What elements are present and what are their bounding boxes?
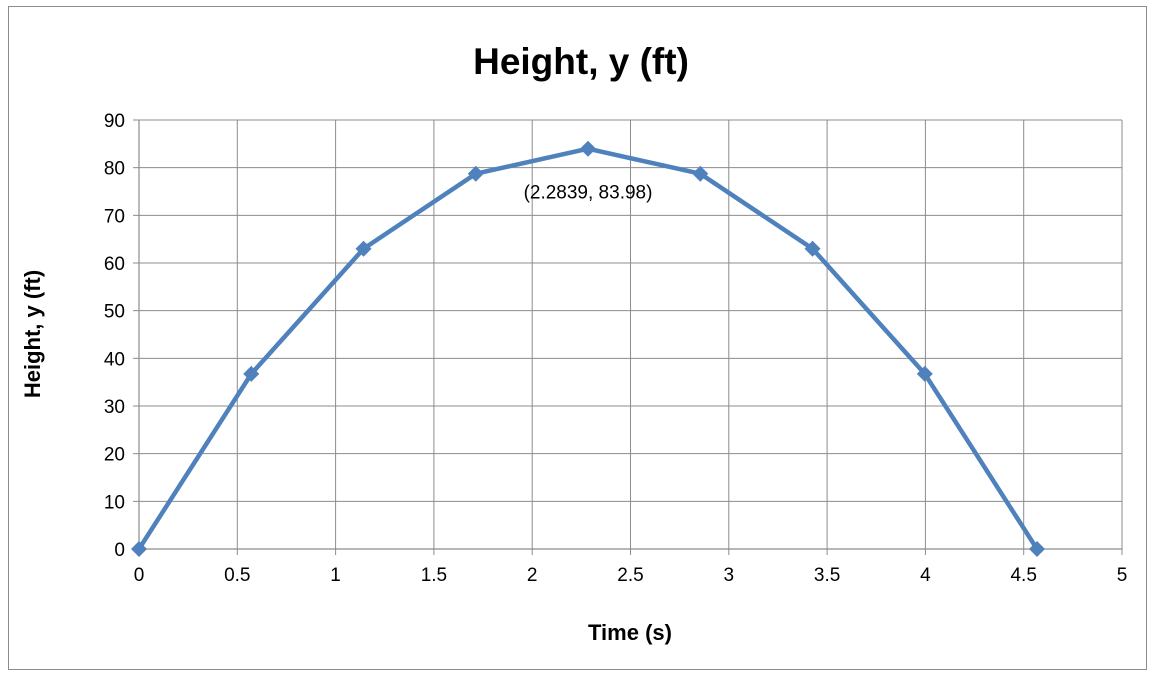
y-tick-labels: 0 10 20 30 40 50 60 70 80 90 xyxy=(104,111,125,561)
data-point-marker xyxy=(804,240,821,257)
x-tick-label: 5 xyxy=(1117,565,1128,586)
y-tick-label: 30 xyxy=(104,397,125,418)
x-tick-labels: 0 0.5 1 1.5 2 2.5 3 3.5 4 4.5 5 xyxy=(134,565,1128,586)
x-tick-label: 2.5 xyxy=(617,565,643,586)
data-point-marker xyxy=(355,240,372,257)
chart-title: Height, y (ft) xyxy=(473,41,689,82)
axes xyxy=(133,119,1123,555)
y-tick-label: 80 xyxy=(104,159,125,180)
x-tick-label: 0 xyxy=(134,565,145,586)
x-tick-label: 4.5 xyxy=(1010,565,1036,586)
x-tick-label: 1 xyxy=(330,565,341,586)
data-markers xyxy=(131,140,1046,557)
data-point-marker xyxy=(1029,541,1046,557)
data-point-marker xyxy=(580,140,597,157)
series-line xyxy=(137,146,1039,551)
x-tick-label: 3 xyxy=(724,565,735,586)
y-tick-label: 50 xyxy=(104,302,125,323)
y-axis-title: Height, y (ft) xyxy=(20,270,45,398)
x-tick-label: 1.5 xyxy=(421,565,447,586)
x-axis-title: Time (s) xyxy=(588,620,672,645)
x-tick-label: 2 xyxy=(527,565,538,586)
y-tick-label: 70 xyxy=(104,206,125,227)
data-point-marker xyxy=(467,165,484,182)
y-tick-label: 60 xyxy=(104,254,125,275)
y-tick-label: 90 xyxy=(104,111,125,132)
x-tick-label: 3.5 xyxy=(814,565,840,586)
y-tick-label: 20 xyxy=(104,445,125,466)
data-point-marker xyxy=(243,365,260,382)
data-point-marker xyxy=(916,365,933,382)
series-height xyxy=(137,146,1039,551)
chart-frame xyxy=(8,6,1147,670)
y-tick-label: 40 xyxy=(104,349,125,370)
y-tick-label: 0 xyxy=(114,540,125,561)
peak-annotation: (2.2839, 83.98) xyxy=(524,183,653,204)
x-tick-label: 0.5 xyxy=(224,565,250,586)
y-tick-label: 10 xyxy=(104,492,125,513)
x-tick-label: 4 xyxy=(920,565,931,586)
data-point-marker xyxy=(692,165,709,182)
data-point-marker xyxy=(131,541,147,557)
